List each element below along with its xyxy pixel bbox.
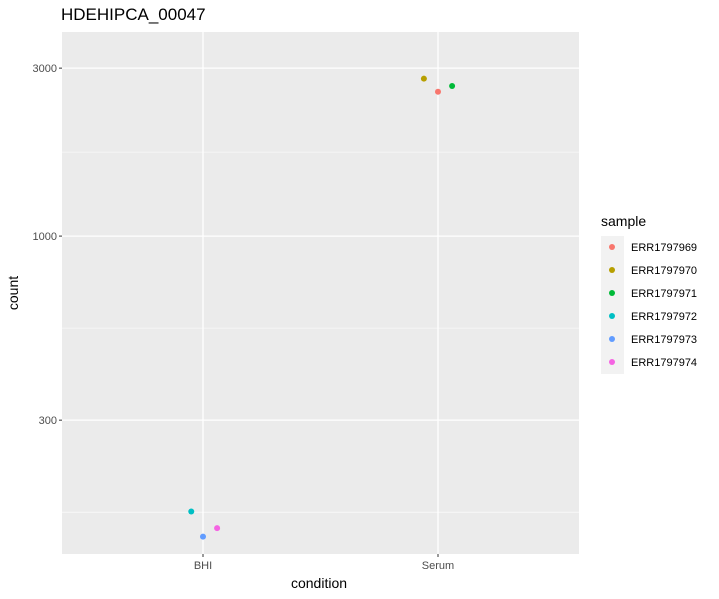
legend-label-err1797974: ERR1797974	[631, 357, 697, 369]
plot-panel	[62, 32, 579, 554]
data-point-err1797971	[449, 82, 456, 89]
data-point-err1797970	[420, 75, 427, 82]
grid-lines	[62, 32, 579, 554]
legend-label-err1797972: ERR1797972	[631, 311, 697, 323]
data-point-err1797972	[188, 508, 195, 515]
legend-key-err1797972	[609, 313, 615, 319]
data-point-err1797973	[200, 533, 206, 540]
legend-title: sample	[601, 213, 646, 229]
legend-key-err1797969	[609, 244, 615, 250]
legend-label-err1797971: ERR1797971	[631, 288, 697, 300]
data-point-err1797974	[214, 525, 221, 532]
legend-key-background	[601, 236, 624, 374]
data-point-err1797969	[435, 88, 441, 95]
legend-label-err1797969: ERR1797969	[631, 242, 697, 254]
legend: sample ERR1797969 ERR1797970 ERR1797971 ERR…	[601, 213, 697, 374]
y-tick-label: 3000	[33, 63, 57, 75]
x-axis-title: condition	[291, 575, 347, 591]
x-axis: BHI Serum	[194, 554, 454, 572]
x-tick-label: BHI	[194, 560, 212, 572]
legend-key-err1797970	[609, 267, 615, 273]
legend-key-err1797971	[609, 290, 615, 296]
y-tick-label: 300	[39, 415, 57, 427]
legend-label-err1797973: ERR1797973	[631, 334, 697, 346]
legend-key-err1797973	[609, 336, 615, 342]
y-axis: 300 1000 3000	[33, 63, 62, 427]
legend-label-err1797970: ERR1797970	[631, 265, 697, 277]
data-points	[188, 75, 456, 540]
y-axis-title: count	[5, 276, 21, 310]
y-tick-label: 1000	[33, 231, 57, 243]
x-tick-label: Serum	[422, 560, 454, 572]
legend-key-err1797974	[609, 359, 615, 365]
chart-title: HDEHIPCA_00047	[61, 5, 206, 24]
